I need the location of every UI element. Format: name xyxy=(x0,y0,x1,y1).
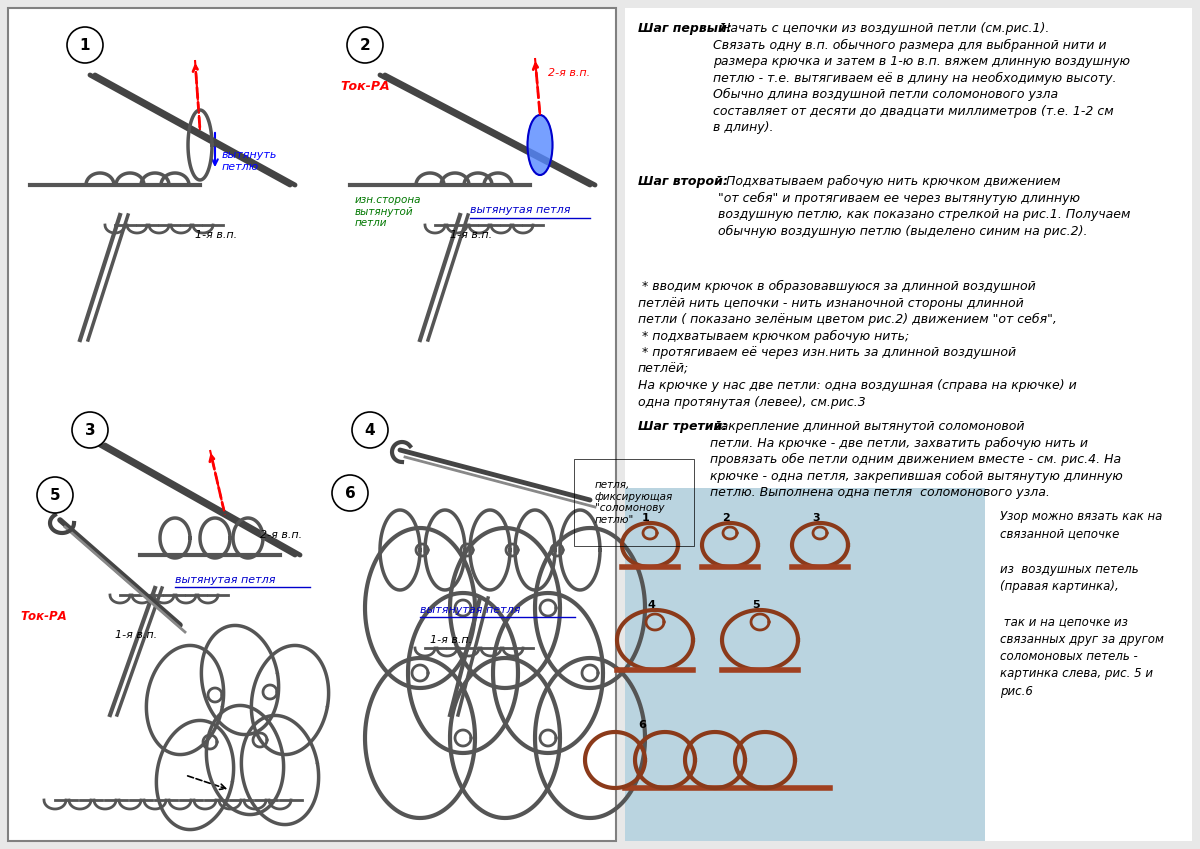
Ellipse shape xyxy=(528,115,552,175)
Text: Узор можно вязать как на
связанной цепочке

из  воздушных петель
(правая картинк: Узор можно вязать как на связанной цепоч… xyxy=(1000,510,1164,698)
Text: * вводим крючок в образовавшуюся за длинной воздушной
петлёй нить цепочки - нить: * вводим крючок в образовавшуюся за длин… xyxy=(638,280,1076,408)
Text: 1-я в.п.: 1-я в.п. xyxy=(450,230,492,240)
Text: 1: 1 xyxy=(642,513,649,523)
Text: вытянутая петля: вытянутая петля xyxy=(420,605,521,615)
Text: 1-я в.п.: 1-я в.п. xyxy=(430,635,472,645)
Circle shape xyxy=(67,27,103,63)
Circle shape xyxy=(332,475,368,511)
Text: закрепление длинной вытянутой соломоновой
петли. На крючке - две петли, захватит: закрепление длинной вытянутой соломоново… xyxy=(710,420,1123,499)
Text: 4: 4 xyxy=(647,600,655,610)
Text: 6: 6 xyxy=(344,486,355,501)
Text: петля,
фиксирующая
"соломонову
петлю": петля, фиксирующая "соломонову петлю" xyxy=(595,480,673,525)
Text: 3: 3 xyxy=(812,513,820,523)
Text: 2-я в.п.: 2-я в.п. xyxy=(548,68,590,78)
Text: Подхватываем рабочую нить крючком движением
"от себя" и протягиваем ее через выт: Подхватываем рабочую нить крючком движен… xyxy=(718,175,1130,238)
Text: 5: 5 xyxy=(752,600,760,610)
Circle shape xyxy=(352,412,388,448)
Text: вытянутая петля: вытянутая петля xyxy=(470,205,570,215)
Bar xyxy=(8,8,616,841)
Bar xyxy=(625,8,1192,841)
Circle shape xyxy=(37,477,73,513)
Text: Шаг третий:: Шаг третий: xyxy=(638,420,727,433)
Text: изн.сторона
вытянутой
петли: изн.сторона вытянутой петли xyxy=(355,195,421,228)
Text: Ток-РА: Ток-РА xyxy=(20,610,67,623)
Text: вытянуть
петлю: вытянуть петлю xyxy=(222,150,277,171)
Text: 3: 3 xyxy=(85,423,95,437)
Text: 6: 6 xyxy=(638,720,646,730)
Text: 2: 2 xyxy=(722,513,730,523)
Bar xyxy=(625,488,985,841)
Text: вытянутая петля: вытянутая петля xyxy=(175,575,276,585)
Text: Начать с цепочки из воздушной петли (см.рис.1).
Связать одну в.п. обычного разме: Начать с цепочки из воздушной петли (см.… xyxy=(713,22,1130,134)
Text: 4: 4 xyxy=(365,423,376,437)
Text: 1: 1 xyxy=(79,37,90,53)
Text: Ток-РА: Ток-РА xyxy=(340,80,390,93)
Text: 2-я в.п.: 2-я в.п. xyxy=(260,530,302,540)
Text: 1-я в.п.: 1-я в.п. xyxy=(115,630,157,640)
Text: 1-я в.п.: 1-я в.п. xyxy=(194,230,238,240)
Text: 5: 5 xyxy=(49,487,60,503)
Text: Шаг первый:: Шаг первый: xyxy=(638,22,732,35)
Text: 2: 2 xyxy=(360,37,371,53)
Circle shape xyxy=(72,412,108,448)
Circle shape xyxy=(347,27,383,63)
Text: Шаг второй:: Шаг второй: xyxy=(638,175,728,188)
